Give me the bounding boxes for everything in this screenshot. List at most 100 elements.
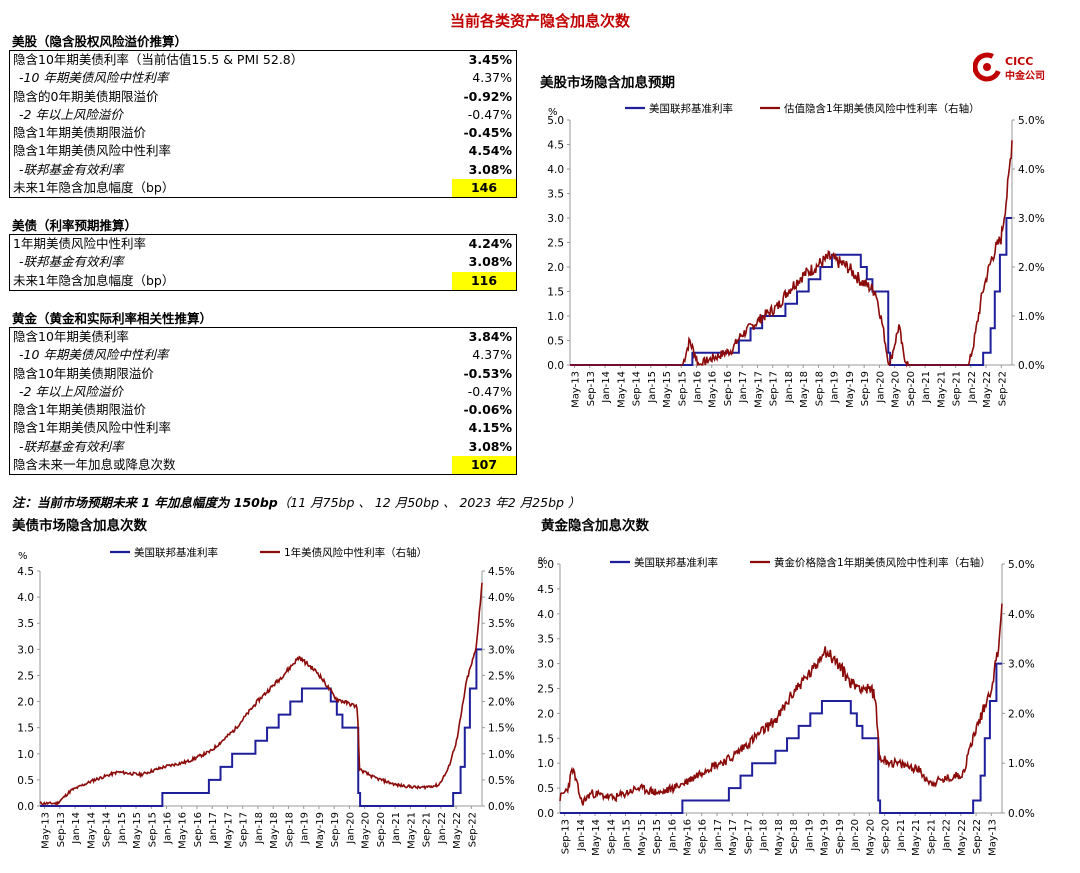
x-tick-label: Sep-22 (972, 819, 983, 854)
row-value: 107 (452, 456, 516, 475)
x-tick-label: Jan-21 (921, 371, 932, 404)
row-value: 3.08% (468, 254, 512, 270)
left-tick-label: 5.0 (547, 115, 564, 127)
right-tick-label: 0.5% (488, 775, 515, 787)
x-tick-label: May-18 (799, 371, 810, 408)
x-tick-label: Sep-18 (814, 371, 825, 406)
row-value: 3.84% (468, 329, 512, 344)
left-tick-label: 3.5 (17, 618, 34, 630)
left-tick-label: 0.5 (17, 775, 34, 787)
x-tick-label: Sep-15 (677, 371, 688, 406)
right-tick-label: 3.0% (1008, 659, 1035, 671)
left-tick-label: 3.0 (537, 659, 554, 671)
right-tick-label: 0.0% (488, 801, 515, 813)
table-row: 隐含1年期美债期限溢价 -0.45% (10, 124, 516, 142)
x-tick-label: May-19 (820, 819, 831, 856)
right-tick-label: 1.0% (488, 749, 515, 761)
row-value: -0.47% (467, 383, 512, 399)
right-tick-label: 2.0% (488, 697, 515, 709)
left-tick-label: 0.5 (547, 336, 564, 348)
x-tick-label: Jan-22 (942, 819, 953, 852)
treasury-table: 美债（利率预期推算） 1年期美债风险中性利率 4.24% -联邦基金有效利率 3.08%… (9, 217, 517, 291)
chart-title-treasury: 美债市场隐含加息次数 (12, 518, 147, 534)
left-tick-label: 1.0 (547, 311, 564, 323)
left-tick-label: 4.0 (547, 164, 564, 176)
x-tick-label: Sep-14 (632, 371, 643, 406)
row-label: 隐含10年期美债利率 (13, 329, 129, 344)
x-tick-label: Jan-22 (967, 371, 978, 404)
table-row: 未来1年隐含加息幅度（bp） 146 (10, 179, 516, 198)
row-label: -联邦基金有效利率 (19, 161, 124, 177)
table-row: 隐含的0年期美债期限溢价 -0.92% (10, 88, 516, 106)
x-tick-label: Jan-18 (784, 371, 795, 404)
row-label: 隐含未来一年加息或降息次数 (13, 457, 176, 473)
table-row: 隐含1年期美债风险中性利率 4.54% (10, 142, 516, 160)
series-fed-rate (40, 648, 482, 807)
x-tick-label: Jan-19 (830, 371, 841, 404)
row-value: 3.08% (468, 161, 512, 177)
x-tick-label: May-17 (223, 812, 234, 849)
x-tick-label: Jan-17 (713, 819, 724, 852)
table-title: 美股（隐含股权风险溢价推算） (12, 34, 188, 49)
row-label: 未来1年隐含加息幅度（bp） (13, 180, 175, 196)
gold-implied-chart: % 0.0 0.5 1.0 1.5 2.0 2.5 3.0 3.5 4.0 4.5 5.0 0.0% 1.… (537, 556, 1035, 856)
left-tick-label: 3.0 (547, 213, 564, 225)
x-tick-label: May-16 (708, 371, 719, 408)
row-label: -10 年期美债风险中性利率 (19, 70, 169, 86)
x-tick-label: May-15 (662, 371, 673, 408)
row-label: 隐含1年期美债风险中性利率 (13, 420, 171, 436)
cicc-logo: CICC 中金公司 (972, 52, 1055, 84)
x-tick-label: May-20 (865, 819, 876, 856)
x-tick-label: May-21 (406, 812, 417, 849)
x-tick-label: Jan-19 (804, 819, 815, 852)
x-tick-label: May-22 (452, 812, 463, 849)
x-tick-label: May-16 (178, 812, 189, 849)
x-tick-label: Jan-14 (71, 812, 82, 845)
table-row: -2 年以上风险溢价 -0.47% (10, 383, 516, 401)
x-tick-label: Sep-20 (881, 819, 892, 854)
table-box: 1年期美债风险中性利率 4.24% -联邦基金有效利率 3.08% 未来1年隐含加息幅度… (9, 234, 517, 291)
x-tick-label: May-15 (132, 812, 143, 849)
x-tick-label: Jan-15 (117, 812, 128, 845)
left-tick-label: 0.0 (17, 801, 34, 813)
series-implied-rate (559, 603, 1003, 806)
x-tick-label: Jan-21 (896, 819, 907, 852)
x-tick-label: Jan-17 (208, 812, 219, 845)
x-tick-label: May-20 (361, 812, 372, 849)
note-prefix: 注：当前市场预期未来 1 年加息幅度为 150bp (12, 495, 278, 510)
x-tick-label: May-17 (753, 371, 764, 408)
row-label: 隐含10年期美债期限溢价 (13, 365, 154, 381)
x-tick-label: Sep-18 (284, 812, 295, 847)
chart-title-gold: 黄金隐含加息次数 (541, 518, 649, 534)
x-tick-label: Sep-18 (789, 819, 800, 854)
right-tick-label: 0.0% (1008, 808, 1035, 820)
table-row: 隐含10年期美债利率（当前估值15.5 & PMI 52.8） 3.45% (10, 51, 516, 69)
left-tick-label: 2.0 (17, 697, 34, 709)
right-tick-label: 2.5% (488, 670, 515, 682)
x-tick-label: Jan-21 (391, 812, 402, 845)
x-tick-label: Sep-19 (330, 812, 341, 847)
x-tick-label: Sep-13 (586, 371, 597, 406)
row-label: 隐含1年期美债风险中性利率 (13, 143, 171, 159)
right-tick-label: 4.0% (1008, 609, 1035, 621)
x-tick-label: Sep-20 (376, 812, 387, 847)
row-value: 4.24% (468, 236, 512, 251)
left-tick-label: 0.0 (537, 808, 554, 820)
series-fed-rate (560, 662, 1002, 814)
x-tick-label: Sep-17 (769, 371, 780, 406)
chart-title-equity: 美股市场隐含加息预期 (540, 75, 675, 91)
x-tick-label: May-18 (774, 819, 785, 856)
right-tick-label: 0.0% (1018, 360, 1045, 372)
x-tick-label: Jan-19 (300, 812, 311, 845)
row-value: 4.54% (468, 143, 512, 159)
x-tick-label: Sep-22 (997, 371, 1008, 406)
x-tick-label: May-21 (911, 819, 922, 856)
x-tick-label: May-14 (86, 812, 97, 849)
right-tick-label: 5.0% (1008, 559, 1035, 571)
x-tick-label: Sep-17 (239, 812, 250, 847)
x-tick-label: May-14 (616, 371, 627, 408)
x-tick-label: May-14 (591, 819, 602, 856)
x-tick-label: May-20 (891, 371, 902, 408)
row-value: 3.45% (468, 52, 512, 67)
x-tick-label: May-19 (315, 812, 326, 849)
